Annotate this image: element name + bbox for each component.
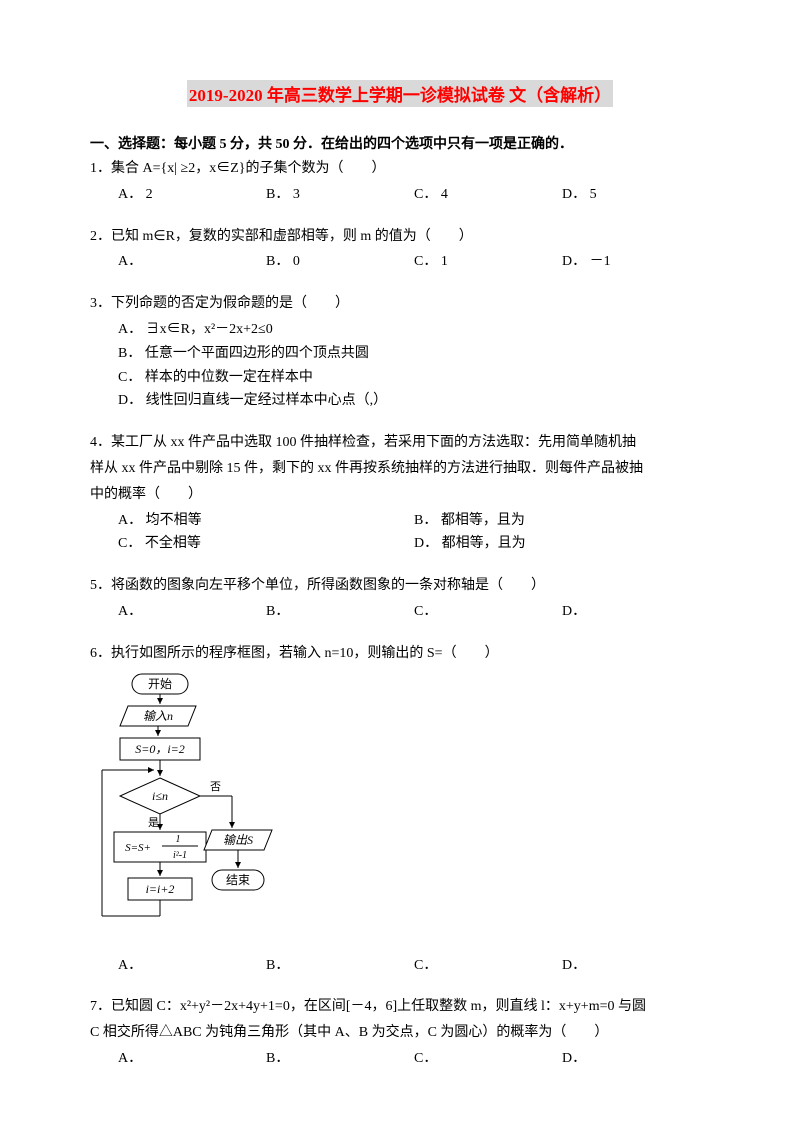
q5-text: 5．将函数的图象向左平移个单位，所得函数图象的一条对称轴是（ ） [90, 574, 710, 598]
q6-text: 6．执行如图所示的程序框图，若输入 n=10，则输出的 S=（ ） [90, 642, 710, 666]
exam-page: 2019-2020 年高三数学上学期一诊模拟试卷 文（含解析） 一、选择题：每小… [0, 0, 800, 1129]
q4-optA: A． 均不相等 [118, 509, 414, 533]
q1-optB: B． 3 [266, 183, 414, 207]
q3-optB: B． 任意一个平面四边形的四个顶点共圆 [118, 342, 710, 366]
fc-no: 否 [210, 781, 221, 793]
q4-optC: C． 不全相等 [118, 532, 414, 556]
q3-options: A． ∃x∈R，x²－2x+2≤0 B． 任意一个平面四边形的四个顶点共圆 C．… [90, 318, 710, 413]
fc-cond: i≤n [152, 789, 168, 803]
q3-optC: C． 样本的中位数一定在样本中 [118, 366, 710, 390]
q4-optB: B． 都相等，且为 [414, 509, 710, 533]
q5-optC: C． [414, 600, 562, 624]
fc-inc: i=i+2 [146, 882, 175, 896]
q7-optB: B． [266, 1047, 414, 1071]
q6-optB: B． [266, 954, 414, 978]
fc-input: 输入n [143, 709, 173, 723]
q2-optA: A． [118, 250, 266, 274]
q1-optD: D． 5 [562, 183, 710, 207]
q4-l3: 中的概率（ ） [90, 483, 710, 507]
question-5: 5．将函数的图象向左平移个单位，所得函数图象的一条对称轴是（ ） A． B． C… [90, 574, 710, 624]
q2-optC: C． 1 [414, 250, 562, 274]
q2-text: 2．已知 m∈R，复数的实部和虚部相等，则 m 的值为（ ） [90, 225, 710, 249]
q6-options: A． B． C． D． [90, 954, 710, 978]
q4-optD: D． 都相等，且为 [414, 532, 710, 556]
q3-optD: D． 线性回归直线一定经过样本中心点（,） [118, 389, 710, 413]
q3-optA: A． ∃x∈R，x²－2x+2≤0 [118, 318, 710, 342]
q7-l2: C 相交所得△ABC 为钝角三角形（其中 A、B 为交点，C 为圆心）的概率为（… [90, 1021, 710, 1045]
q7-optD: D． [562, 1047, 710, 1071]
q7-l1: 7．已知圆 C：x²+y²－2x+4y+1=0，在区间[－4，6]上任取整数 m… [90, 995, 710, 1019]
q2-optD: D． －1 [562, 250, 710, 274]
q4-options-row1: A． 均不相等 B． 都相等，且为 [90, 509, 710, 533]
q6-optD: D． [562, 954, 710, 978]
q5-optD: D． [562, 600, 710, 624]
fc-body-top: 1 [176, 834, 181, 845]
fc-end: 结束 [226, 873, 250, 887]
q5-options: A． B． C． D． [90, 600, 710, 624]
fc-body-bot: i²-1 [173, 850, 187, 861]
q5-optB: B． [266, 600, 414, 624]
q1-optA: A． 2 [118, 183, 266, 207]
flowchart: 开始 输入n S=0，i=2 i≤n 是 否 [92, 672, 710, 952]
fc-init: S=0，i=2 [135, 742, 185, 756]
q1-options: A． 2 B． 3 C． 4 D． 5 [90, 183, 710, 207]
question-6: 6．执行如图所示的程序框图，若输入 n=10，则输出的 S=（ ） 开始 输入n [90, 642, 710, 978]
section-1-heading: 一、选择题：每小题 5 分，共 50 分．在给出的四个选项中只有一项是正确的． [90, 133, 710, 153]
q6-optC: C． [414, 954, 562, 978]
fc-yes: 是 [148, 816, 159, 829]
q7-optA: A． [118, 1047, 266, 1071]
q4-l1: 4．某工厂从 xx 件产品中选取 100 件抽样检查，若采用下面的方法选取：先用… [90, 431, 710, 455]
title-wrap: 2019-2020 年高三数学上学期一诊模拟试卷 文（含解析） [90, 80, 710, 133]
q7-optC: C． [414, 1047, 562, 1071]
question-3: 3．下列命题的否定为假命题的是（ ） A． ∃x∈R，x²－2x+2≤0 B． … [90, 292, 710, 413]
q4-l2: 样从 xx 件产品中剔除 15 件，剩下的 xx 件再按系统抽样的方法进行抽取．… [90, 457, 710, 481]
q2-options: A． B． 0 C． 1 D． －1 [90, 250, 710, 274]
q1-optC: C． 4 [414, 183, 562, 207]
question-7: 7．已知圆 C：x²+y²－2x+4y+1=0，在区间[－4，6]上任取整数 m… [90, 995, 710, 1070]
fc-body-left: S=S+ [125, 842, 151, 854]
flowchart-svg: 开始 输入n S=0，i=2 i≤n 是 否 [92, 672, 292, 952]
q7-options: A． B． C． D． [90, 1047, 710, 1071]
question-4: 4．某工厂从 xx 件产品中选取 100 件抽样检查，若采用下面的方法选取：先用… [90, 431, 710, 556]
page-title: 2019-2020 年高三数学上学期一诊模拟试卷 文（含解析） [187, 80, 613, 107]
q4-options-row2: C． 不全相等 D． 都相等，且为 [90, 532, 710, 556]
question-2: 2．已知 m∈R，复数的实部和虚部相等，则 m 的值为（ ） A． B． 0 C… [90, 225, 710, 275]
q3-text: 3．下列命题的否定为假命题的是（ ） [90, 292, 710, 316]
q5-optA: A． [118, 600, 266, 624]
fc-output: 输出S [223, 833, 253, 847]
fc-start: 开始 [148, 677, 172, 691]
q1-text: 1．集合 A={x| ≥2，x∈Z}的子集个数为（ ） [90, 157, 710, 181]
question-1: 1．集合 A={x| ≥2，x∈Z}的子集个数为（ ） A． 2 B． 3 C．… [90, 157, 710, 207]
q2-optB: B． 0 [266, 250, 414, 274]
q6-optA: A． [118, 954, 266, 978]
